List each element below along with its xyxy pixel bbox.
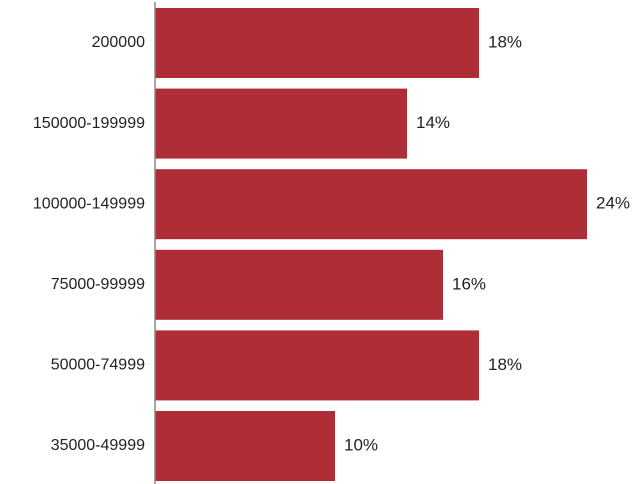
- category-label: 50000-74999: [51, 357, 145, 374]
- bar: [155, 8, 479, 78]
- bar: [155, 249, 443, 320]
- bar: [155, 330, 479, 401]
- value-label: 18%: [488, 32, 522, 51]
- value-label: 14%: [416, 113, 450, 132]
- category-label: 75000-99999: [51, 276, 145, 293]
- category-label: 100000-149999: [33, 195, 145, 212]
- bar: [155, 411, 335, 481]
- category-label: 200000: [92, 34, 145, 51]
- value-label: 24%: [596, 194, 630, 213]
- bar: [155, 169, 587, 240]
- value-label: 16%: [452, 274, 486, 293]
- bar: [155, 88, 407, 159]
- category-label: 35000-49999: [51, 437, 145, 454]
- bars-group: [155, 8, 587, 481]
- value-label: 10%: [344, 435, 378, 454]
- labels-group: 200000 18% 150000-199999 14% 100000-149999 24…: [33, 32, 630, 454]
- value-label: 18%: [488, 355, 522, 374]
- category-label: 150000-199999: [33, 115, 145, 132]
